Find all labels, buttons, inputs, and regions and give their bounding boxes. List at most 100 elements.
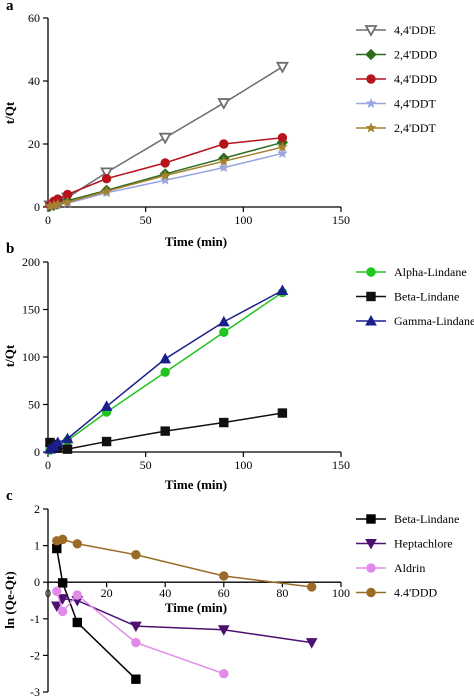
series-2 bbox=[45, 133, 288, 210]
legend-label: Beta-Lindane bbox=[394, 512, 459, 526]
legend-entry: 4.4'DDD bbox=[356, 586, 437, 600]
legend-marker bbox=[366, 563, 376, 573]
legend-entry: 2,4'DDT bbox=[356, 121, 436, 135]
legend-marker bbox=[365, 97, 377, 109]
legend-marker bbox=[364, 25, 378, 37]
x-axis-label: Time (min) bbox=[165, 234, 227, 249]
x-tick-label: 40 bbox=[159, 586, 171, 600]
y-tick-label: 100 bbox=[22, 350, 40, 364]
data-point bbox=[131, 550, 141, 560]
legend-label: 2,4'DDD bbox=[394, 48, 437, 62]
data-point bbox=[159, 174, 171, 185]
panel-label: b bbox=[6, 241, 14, 257]
x-tick-label: 80 bbox=[276, 586, 288, 600]
legend-label: Alpha-Lindane bbox=[394, 265, 467, 279]
legend-entry: 4,4'DDE bbox=[356, 23, 436, 37]
legend-label: Gamma-Lindane bbox=[394, 314, 474, 328]
series-3 bbox=[52, 534, 317, 592]
data-point bbox=[219, 669, 229, 679]
data-point bbox=[100, 400, 113, 411]
x-tick-label: 0 bbox=[45, 458, 51, 472]
data-point bbox=[217, 315, 230, 327]
panel-label: a bbox=[6, 0, 14, 14]
data-point bbox=[305, 638, 318, 649]
data-point bbox=[159, 352, 172, 364]
data-point bbox=[219, 417, 229, 428]
series-2 bbox=[52, 586, 229, 679]
data-point bbox=[277, 141, 288, 152]
data-point bbox=[101, 436, 112, 447]
data-point bbox=[57, 578, 68, 588]
data-point bbox=[277, 133, 288, 143]
data-point bbox=[52, 198, 64, 209]
legend-entry: Alpha-Lindane bbox=[356, 265, 467, 279]
x-tick-label: 50 bbox=[140, 458, 152, 472]
data-point bbox=[219, 327, 229, 337]
data-point bbox=[158, 132, 172, 145]
legend-marker bbox=[365, 122, 377, 133]
data-point bbox=[131, 674, 141, 684]
data-point bbox=[50, 601, 63, 613]
x-tick-label: 50 bbox=[140, 213, 152, 227]
legend-label: 4,4'DDE bbox=[394, 23, 436, 37]
y-axis-label: t/Qt bbox=[2, 101, 17, 124]
data-point bbox=[131, 637, 141, 648]
legend-label: 4,4'DDT bbox=[394, 97, 436, 111]
series-line bbox=[56, 548, 137, 680]
y-tick-label: 150 bbox=[22, 303, 40, 317]
legend-label: Heptachlore bbox=[394, 537, 453, 551]
y-tick-label: 2 bbox=[34, 502, 40, 516]
data-point bbox=[160, 158, 170, 168]
data-point bbox=[277, 408, 288, 418]
legend-marker bbox=[365, 539, 377, 550]
data-point bbox=[72, 617, 82, 628]
series-2 bbox=[44, 284, 289, 454]
data-point bbox=[57, 606, 68, 617]
data-point bbox=[61, 432, 74, 444]
y-tick-label: 0 bbox=[34, 575, 40, 589]
series-line bbox=[56, 538, 312, 588]
legend-marker bbox=[366, 514, 376, 524]
legend-label: Aldrin bbox=[394, 561, 425, 575]
data-point bbox=[307, 582, 317, 592]
data-point bbox=[219, 139, 229, 149]
data-point bbox=[218, 161, 230, 173]
y-axis-label: t/Qt bbox=[2, 344, 17, 367]
data-point bbox=[277, 147, 288, 159]
legend-entry: 4,4'DDD bbox=[356, 72, 437, 86]
y-tick-label: 1 bbox=[34, 539, 40, 553]
panel-label: c bbox=[6, 488, 13, 504]
x-tick-label: 150 bbox=[332, 458, 350, 472]
legend-entry: Beta-Lindane bbox=[356, 512, 459, 526]
legend-label: Beta-Lindane bbox=[394, 290, 459, 304]
legend-entry: 4,4'DDT bbox=[356, 97, 436, 111]
x-tick-label: 100 bbox=[234, 458, 252, 472]
y-axis-label: ln (Qe-Qt) bbox=[2, 571, 17, 628]
legend-entry: Beta-Lindane bbox=[356, 290, 459, 304]
data-point bbox=[275, 61, 289, 74]
data-point bbox=[160, 426, 170, 436]
legend-label: 4,4'DDD bbox=[394, 72, 437, 86]
y-tick-label: 40 bbox=[28, 74, 40, 88]
chart-panel-a: a 0 20 40 60 0 50 100 150 Time (min) t/Qt 4,4'DDE 2,… bbox=[2, 0, 437, 249]
series-1 bbox=[50, 594, 318, 649]
legend-entry: Aldrin bbox=[356, 561, 425, 575]
x-tick-label: 20 bbox=[101, 586, 113, 600]
x-tick-label: 100 bbox=[234, 213, 252, 227]
series-4 bbox=[44, 141, 288, 211]
data-point bbox=[52, 586, 62, 597]
legend-marker bbox=[366, 267, 376, 277]
y-tick-label: 50 bbox=[28, 398, 40, 412]
data-point bbox=[100, 167, 114, 180]
legend-entry: 2,4'DDD bbox=[356, 48, 437, 62]
series-1 bbox=[45, 408, 288, 454]
y-tick-label: -1 bbox=[30, 612, 40, 626]
legend-label: 2,4'DDT bbox=[394, 121, 436, 135]
chart-panel-b: b 0 50 100 150 200 0 50 100 150 Time (min) t/Qt Alph… bbox=[2, 241, 474, 492]
data-point bbox=[72, 539, 83, 549]
y-tick-label: -3 bbox=[30, 685, 40, 698]
data-point bbox=[51, 436, 64, 447]
data-point bbox=[219, 571, 229, 581]
x-axis-label: Time (min) bbox=[165, 600, 227, 615]
x-tick-label: 0 bbox=[45, 586, 51, 600]
